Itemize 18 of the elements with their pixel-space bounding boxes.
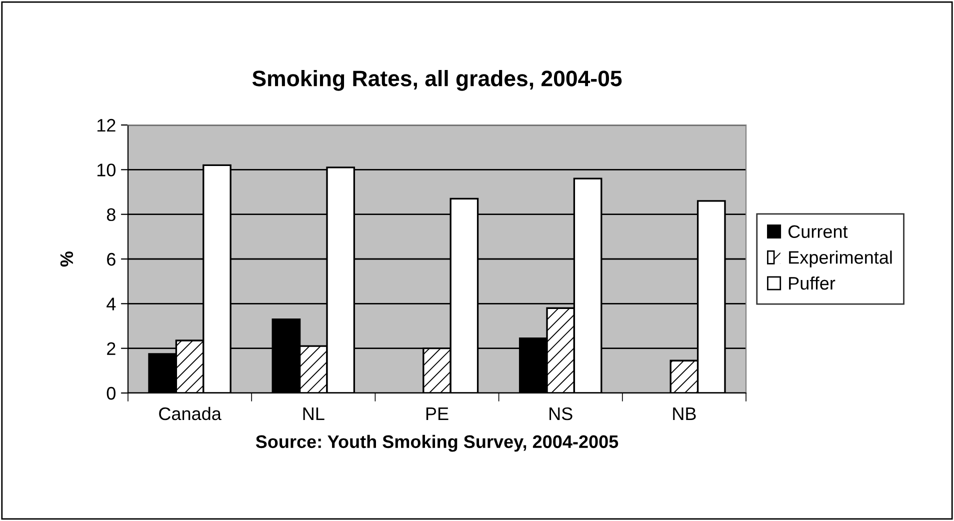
- legend-label: Experimental: [789, 250, 892, 268]
- y-axis-title: %: [60, 251, 74, 267]
- y-tick-label: 6: [107, 252, 116, 266]
- y-tick-label: 8: [106, 208, 116, 222]
- y-tick-label: 12: [97, 118, 116, 132]
- x-tick-label: NS: [550, 407, 572, 420]
- legend-label: Current: [788, 225, 848, 238]
- x-tick-label: PE: [426, 408, 448, 420]
- legend-label: Puffer: [789, 276, 836, 290]
- x-axis-title: Source: Youth Smoking Survey, 2004-2005: [256, 434, 618, 452]
- y-tick-label: 10: [97, 164, 116, 176]
- y-tick-label: 2: [107, 342, 116, 355]
- x-tick-label: Canada: [159, 406, 222, 420]
- y-tick-label: 4: [106, 298, 116, 310]
- y-tick-label: 0: [106, 386, 116, 400]
- x-tick-label: NL: [303, 408, 324, 420]
- x-tick-label: NB: [673, 408, 696, 420]
- chart-title: Smoking Rates, all grades, 2004-05: [252, 70, 622, 91]
